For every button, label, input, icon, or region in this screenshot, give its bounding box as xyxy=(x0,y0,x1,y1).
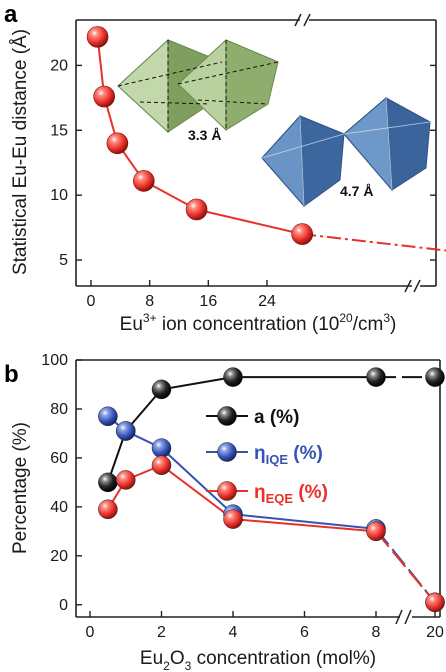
blue-octahedra-illustration xyxy=(261,96,431,208)
panel-a-data-point xyxy=(133,170,155,192)
legend-label: ηEQE (%) xyxy=(254,482,328,506)
panel-a-x-tick-label: 0 xyxy=(87,293,96,310)
panel-b-y-tick-label: 40 xyxy=(50,499,68,516)
green-distance-label: 3.3 Å xyxy=(188,127,221,143)
panel-b-axis-break xyxy=(395,609,412,625)
panel-b-data-point xyxy=(223,509,243,529)
panel-a-data-point xyxy=(106,132,129,155)
panel-b-y-tick-label: 60 xyxy=(50,450,68,467)
panel-b-x-tick-label: 0 xyxy=(86,624,95,641)
panel-a-data-point xyxy=(86,26,109,48)
panel-a-data-point xyxy=(185,198,208,221)
panel-a-ticks: 081624715101520 xyxy=(50,57,436,310)
panel-b-data-point xyxy=(366,367,386,387)
panel-b-data-point xyxy=(98,472,118,493)
green-octahedra-illustration xyxy=(117,38,279,134)
panel-b-data-point xyxy=(151,379,172,400)
panel-b-series xyxy=(98,367,445,613)
panel-a-series xyxy=(86,26,446,252)
panel-b-series-line-dashed xyxy=(375,528,436,603)
panel-a-x-axis-title: Eu3+ ion concentration (1020/cm3) xyxy=(120,311,397,335)
panel-b-x-tick-label: 8 xyxy=(372,624,381,641)
panel-b-series-line xyxy=(106,376,376,483)
panel-a-x-tick-label: 24 xyxy=(258,293,276,310)
legend-marker xyxy=(217,442,237,462)
panel-a-letter: a xyxy=(4,1,18,28)
panel-b: b Percentage (%) Eu2O3 concentration (mo… xyxy=(4,352,445,672)
panel-b-y-tick-label: 80 xyxy=(50,401,68,418)
panel-b-data-point xyxy=(98,499,118,520)
panel-a-axis-break-bottom xyxy=(404,279,421,293)
panel-a-y-tick-label: 20 xyxy=(50,57,68,74)
panel-b-data-point xyxy=(223,367,243,387)
panel-a-x-tick-label: 8 xyxy=(145,293,154,310)
panel-b-data-point xyxy=(366,521,386,542)
panel-b-y-tick-label: 100 xyxy=(41,352,68,369)
panel-a-y-tick-label: 10 xyxy=(50,187,68,204)
panel-b-data-point xyxy=(425,367,445,387)
panel-a-data-point xyxy=(93,85,115,108)
panel-a-y-axis-title: Statistical Eu-Eu distance (Å) xyxy=(10,29,31,275)
panel-b-letter: b xyxy=(4,361,19,388)
panel-b-series-line-dashed xyxy=(375,530,436,603)
legend-marker xyxy=(217,481,237,501)
panel-a-x-tick-label: 16 xyxy=(199,293,217,310)
panel-b-data-point xyxy=(151,455,172,475)
panel-b-data-point xyxy=(116,421,136,441)
panel-a-series-line-dashed xyxy=(302,233,446,252)
panel-b-data-point xyxy=(116,470,136,490)
panel-b-data-point xyxy=(425,592,445,613)
blue-distance-label: 4.7 Å xyxy=(340,183,373,199)
panel-b-x-tick-label: 4 xyxy=(229,624,238,641)
legend-label: ηIQE (%) xyxy=(254,443,323,467)
panel-b-x-tick-label: 6 xyxy=(300,624,309,641)
panel-a-y-tick-label: 15 xyxy=(50,122,68,139)
panel-b-x-axis-title: Eu2O3 concentration (mol%) xyxy=(140,648,376,672)
panel-a: a xyxy=(4,1,446,335)
legend-label: a (%) xyxy=(254,407,299,428)
panel-b-y-tick-label: 20 xyxy=(50,548,68,565)
panel-b-x-tick-label: 20 xyxy=(426,624,444,641)
panel-b-x-tick-label: 2 xyxy=(157,624,166,641)
panel-b-y-tick-label: 0 xyxy=(59,597,68,614)
panel-b-y-axis-title: Percentage (%) xyxy=(10,422,31,554)
panel-b-data-point xyxy=(151,438,172,458)
panel-b-ticks: 0 2 4 6 8 20 0 20 40 60 80 100 xyxy=(41,352,444,641)
panel-a-y-tick-label: 5 xyxy=(59,252,68,269)
panel-b-legend: a (%) ηIQE (%) ηEQE (%) xyxy=(206,406,328,506)
panel-a-data-point xyxy=(291,223,314,245)
panel-a-axis-break-top xyxy=(294,13,311,27)
panel-b-data-point xyxy=(98,406,118,427)
legend-marker xyxy=(217,406,237,426)
